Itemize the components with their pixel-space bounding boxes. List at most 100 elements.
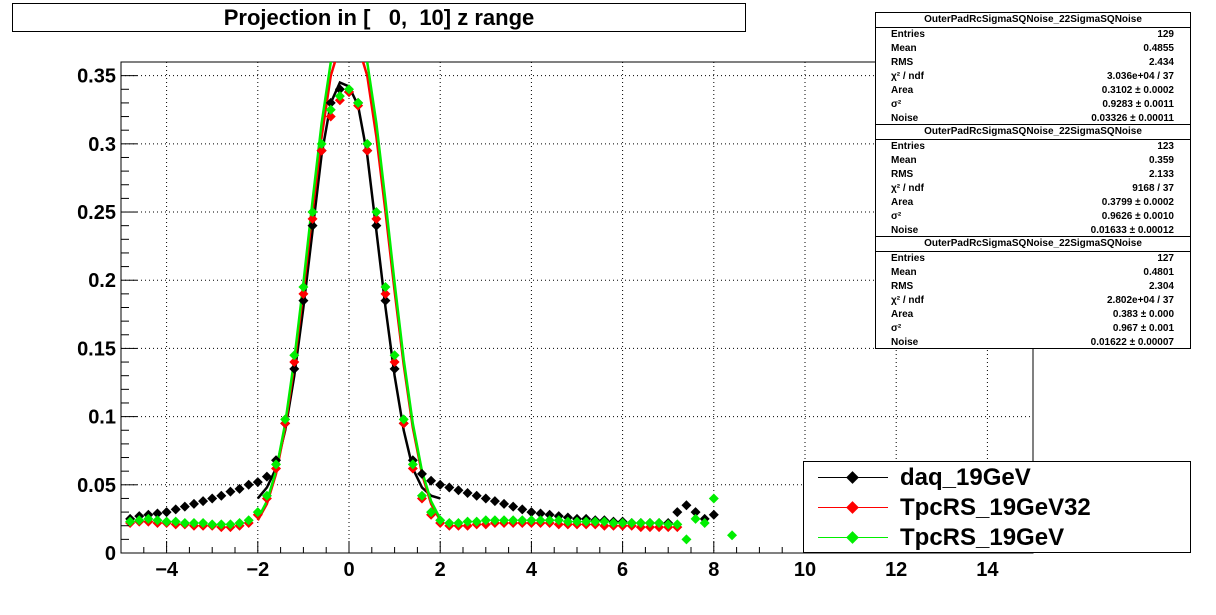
data-point — [635, 517, 646, 528]
data-point — [617, 517, 628, 528]
data-point — [261, 471, 272, 482]
y-tick-label: 0.1 — [88, 407, 116, 429]
stats-key: Entries — [891, 141, 925, 152]
stats-key: Area — [891, 197, 914, 208]
stats-value: 0.03326 ± 0.00011 — [1091, 113, 1174, 124]
data-point — [453, 485, 464, 496]
data-point — [252, 477, 263, 488]
data-point — [225, 486, 236, 497]
data-point — [435, 479, 446, 490]
data-point — [216, 490, 227, 501]
y-tick-label: 0.35 — [77, 66, 116, 88]
stats-row: RMS 2.133 — [876, 168, 1190, 182]
data-point — [590, 516, 601, 527]
data-point — [344, 84, 354, 95]
data-point — [535, 515, 546, 526]
stats-value: 127 — [1157, 253, 1174, 264]
stats-value: 2.133 — [1148, 169, 1174, 180]
stats-row: σ² 0.9626 ± 0.0010 — [876, 210, 1190, 224]
stats-row: Area 0.383 ± 0.000 — [876, 308, 1190, 322]
data-point — [225, 519, 236, 530]
data-points — [125, 84, 738, 545]
data-point — [544, 515, 555, 526]
x-tick-label: −4 — [155, 559, 179, 581]
stats-value: 123 — [1157, 141, 1174, 152]
stats-row: Entries 127 — [876, 252, 1190, 266]
data-point — [207, 519, 218, 530]
legend-label-daq: daq_19GeV — [900, 464, 1031, 491]
stats-value: 0.9626 ± 0.0010 — [1101, 211, 1174, 222]
stats-value: 0.967 ± 0.001 — [1112, 323, 1174, 334]
data-point — [581, 516, 592, 527]
data-point — [179, 517, 190, 528]
data-point — [663, 519, 674, 530]
data-point — [480, 493, 491, 504]
data-point — [517, 515, 528, 526]
data-point — [216, 519, 227, 530]
data-point — [644, 517, 655, 528]
data-point — [672, 519, 683, 530]
data-point — [462, 487, 473, 498]
data-point — [307, 207, 318, 218]
stats-box: OuterPadRcSigmaSQNoise_22SigmaSQNoise Ent… — [875, 12, 1191, 125]
stats-key: Mean — [891, 267, 917, 278]
data-point — [371, 220, 382, 231]
stats-value: 2.304 — [1148, 281, 1174, 292]
legend-label-tpcrs32: TpcRS_19GeV32 — [900, 494, 1091, 521]
data-point — [389, 357, 400, 368]
data-point — [234, 483, 245, 494]
data-point — [389, 350, 400, 361]
data-point — [380, 295, 391, 306]
data-point — [471, 516, 482, 527]
stats-key: Entries — [891, 253, 925, 264]
stats-title: OuterPadRcSigmaSQNoise_22SigmaSQNoise — [876, 13, 1190, 28]
stats-row: σ² 0.9283 ± 0.0011 — [876, 98, 1190, 112]
data-point — [170, 516, 181, 527]
stats-value: 0.4855 — [1143, 43, 1174, 54]
data-point — [289, 357, 300, 368]
stats-row: Entries 129 — [876, 28, 1190, 42]
stats-key: χ² / ndf — [891, 71, 924, 82]
stats-row: χ² / ndf 3.036e+04 / 37 — [876, 70, 1190, 84]
data-point — [681, 500, 692, 511]
stats-value: 0.01622 ± 0.00007 — [1090, 337, 1174, 348]
stats-value: 2.434 — [1148, 57, 1174, 68]
stats-key: RMS — [891, 281, 914, 292]
data-point — [362, 138, 373, 149]
x-tick-label: 4 — [526, 559, 538, 581]
data-point — [526, 515, 537, 526]
stats-box: OuterPadRcSigmaSQNoise_22SigmaSQNoise Ent… — [875, 236, 1191, 349]
legend-entry-tpcrs32: TpcRS_19GeV32 — [804, 492, 1190, 523]
stats-key: Mean — [891, 43, 917, 54]
y-tick-label: 0.05 — [77, 475, 116, 497]
data-point — [535, 508, 546, 519]
stats-row: χ² / ndf 2.802e+04 / 37 — [876, 294, 1190, 308]
data-point — [362, 145, 373, 156]
stats-key: Area — [891, 85, 914, 96]
data-point — [134, 515, 145, 526]
data-point — [188, 517, 199, 528]
x-tick-label: 12 — [885, 559, 907, 581]
data-point — [234, 517, 245, 528]
data-point — [626, 517, 637, 528]
stats-key: RMS — [891, 169, 914, 180]
data-point — [526, 507, 537, 518]
stats-row: Mean 0.359 — [876, 154, 1190, 168]
title-box: Projection in [ 0, 10] z range — [12, 3, 746, 32]
stats-row: Noise 0.01633 ± 0.00012 — [876, 224, 1190, 238]
stats-value: 129 — [1157, 29, 1174, 40]
data-point — [553, 515, 564, 526]
data-point — [453, 517, 464, 528]
data-point — [252, 507, 263, 518]
data-point — [426, 507, 437, 518]
data-point — [380, 288, 391, 299]
data-point — [407, 459, 418, 470]
stats-value: 0.359 — [1148, 155, 1174, 166]
data-point — [334, 91, 345, 102]
data-point — [280, 414, 291, 425]
y-tick-label: 0.25 — [77, 202, 116, 224]
fit-curve — [256, 62, 442, 520]
data-point — [161, 507, 172, 518]
stats-row: Area 0.3799 ± 0.0002 — [876, 196, 1190, 210]
x-tick-label: 14 — [976, 559, 999, 581]
